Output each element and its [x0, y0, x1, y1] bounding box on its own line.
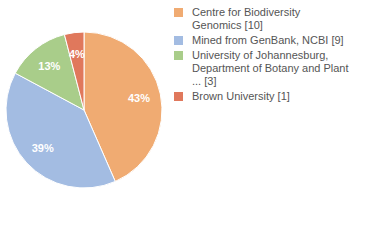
html-text:University of Johannesburg, De: University of Johannesburg, Department o… — [192, 49, 349, 87]
html-text:Centre for Biodiversity Genomi: Centre for Biodiversity Genomics [10] — [192, 6, 301, 31]
html-text:Mined from GenBank, NCBI [9]: Mined from GenBank, NCBI [9] — [192, 34, 344, 46]
svg-text:4%: 4% — [69, 48, 85, 60]
html-text:Brown University [1]: Brown University [1] — [192, 90, 290, 102]
svg-text:43%: 43% — [128, 92, 150, 104]
svg-text:39%: 39% — [32, 142, 54, 154]
svg-text:13%: 13% — [38, 60, 60, 72]
